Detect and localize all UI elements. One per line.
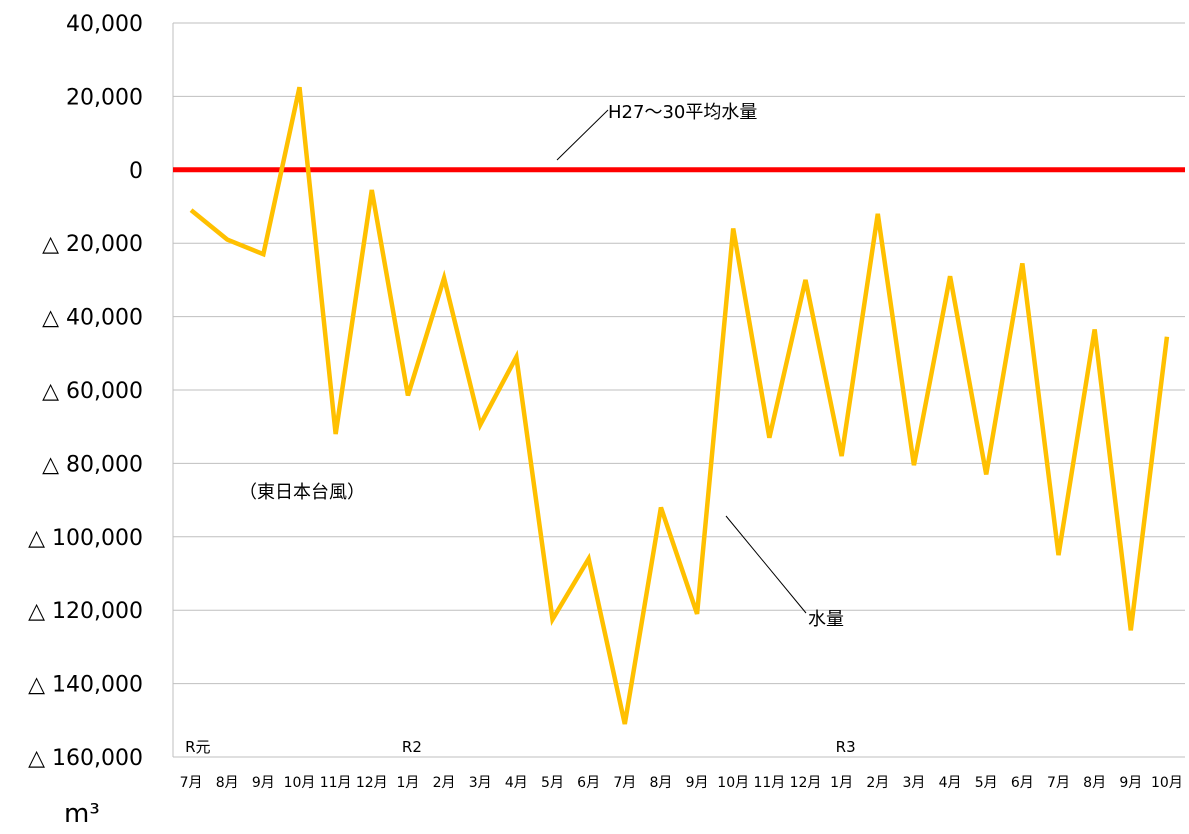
x-tick-label: 7月 (1047, 775, 1070, 791)
x-tick-label: 9月 (686, 775, 709, 791)
x-axis-ticks: 7月 8月 9月 10月 11月 12月 1月 2月 3月 4月 5月 6月 7月 8月 9月 10月 11月 1… (180, 775, 1183, 791)
series-group (173, 86, 1185, 725)
x-tick-label: 8月 (649, 775, 672, 791)
y-tick-label: 20,000 (66, 85, 143, 110)
y-tick-label: △ 60,000 (42, 379, 143, 404)
y-tick-label: △ 20,000 (42, 232, 143, 257)
series-line-water-volume (189, 86, 1170, 725)
x-tick-label: 12月 (790, 775, 822, 791)
era-label: R3 (836, 738, 856, 756)
x-tick-label: 10月 (1151, 775, 1183, 791)
x-tick-label: 8月 (1083, 775, 1106, 791)
annotation-average: H27～30平均水量 (608, 102, 757, 123)
y-tick-label: △ 80,000 (42, 452, 143, 477)
x-tick-label: 11月 (753, 775, 785, 791)
x-tick-label: 7月 (613, 775, 636, 791)
x-tick-label: 12月 (356, 775, 388, 791)
y-tick-label: 0 (129, 159, 143, 184)
leader-line-water (725, 515, 807, 614)
x-tick-label: 11月 (320, 775, 352, 791)
x-tick-label: 9月 (1119, 775, 1142, 791)
x-tick-label: 3月 (469, 775, 492, 791)
x-tick-label: 4月 (505, 775, 528, 791)
x-tick-label: 1月 (830, 775, 853, 791)
x-tick-label: 10月 (717, 775, 749, 791)
x-tick-label: 6月 (1011, 775, 1034, 791)
x-tick-label: 8月 (216, 775, 239, 791)
leader-line-average (556, 109, 609, 161)
annotation-water: 水量 (808, 609, 844, 630)
gridlines (172, 22, 1185, 758)
era-labels: R元 R2 R3 (185, 738, 856, 756)
y-axis-ticks: 40,000 20,000 0 △ 20,000 △ 40,000 △ 60,000 △ 8… (28, 12, 143, 771)
y-tick-label: 40,000 (66, 12, 143, 37)
x-tick-label: 6月 (577, 775, 600, 791)
x-tick-label: 3月 (902, 775, 925, 791)
x-tick-label: 1月 (396, 775, 419, 791)
y-tick-label: △ 100,000 (28, 526, 143, 551)
y-tick-label: △ 160,000 (28, 746, 143, 771)
x-tick-label: 5月 (975, 775, 998, 791)
annotation-typhoon: （東日本台風） (239, 482, 365, 503)
x-tick-label: 10月 (284, 775, 316, 791)
unit-label: m³ (64, 799, 100, 829)
y-tick-label: △ 140,000 (28, 673, 143, 698)
x-tick-label: 2月 (866, 775, 889, 791)
x-tick-label: 2月 (433, 775, 456, 791)
y-tick-label: △ 120,000 (28, 599, 143, 624)
x-tick-label: 7月 (180, 775, 203, 791)
x-tick-label: 4月 (939, 775, 962, 791)
era-label: R2 (402, 738, 422, 756)
y-tick-label: △ 40,000 (42, 306, 143, 331)
era-label: R元 (185, 738, 210, 756)
x-tick-label: 5月 (541, 775, 564, 791)
x-tick-label: 9月 (252, 775, 275, 791)
